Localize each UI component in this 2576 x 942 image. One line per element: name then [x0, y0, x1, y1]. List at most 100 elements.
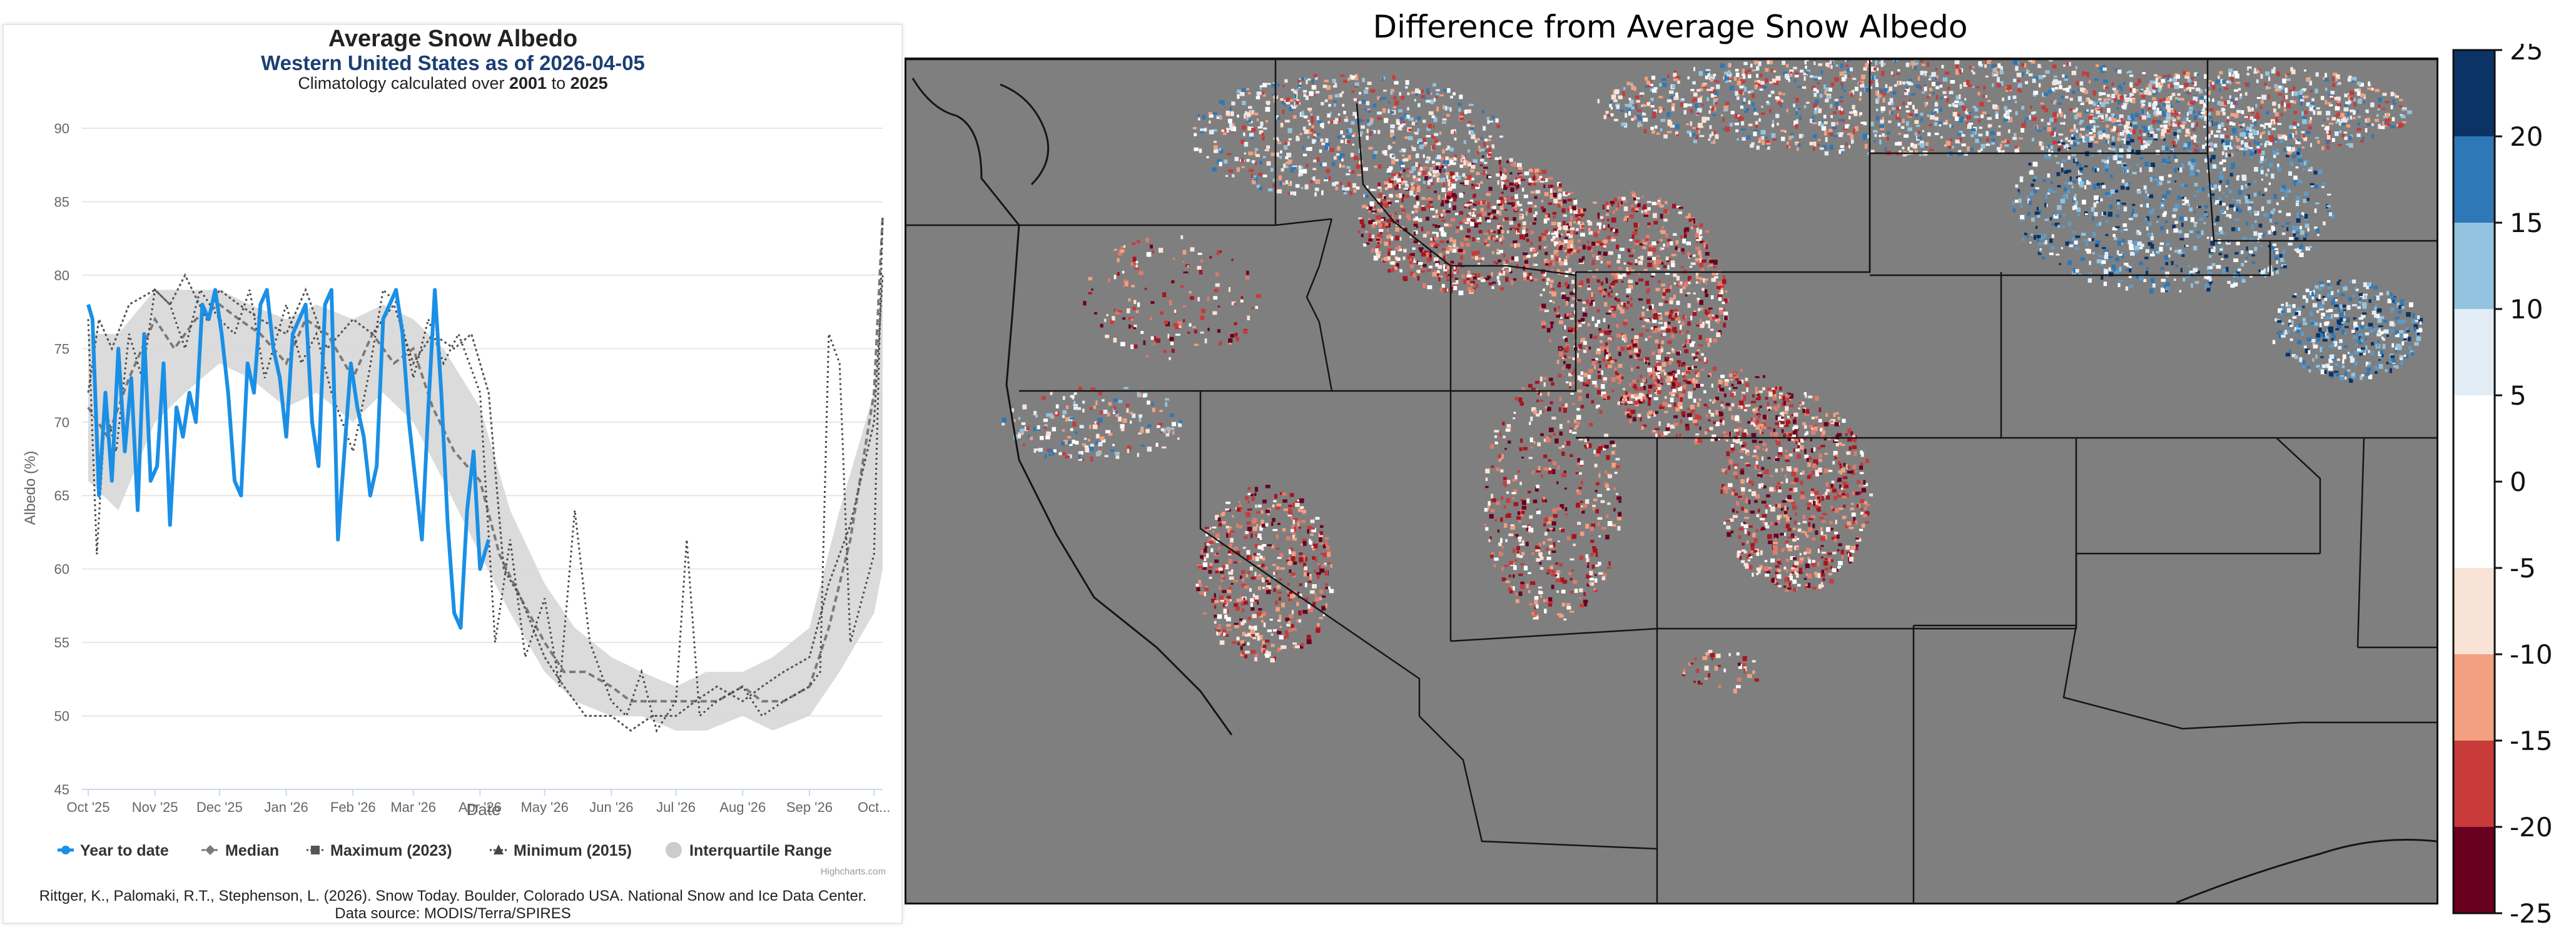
- snow-pixel: [1371, 219, 1375, 224]
- snow-pixel: [1772, 138, 1777, 141]
- snow-pixel: [1858, 491, 1862, 495]
- y-tick-label: 90: [54, 121, 69, 136]
- snow-pixel: [2079, 138, 2082, 141]
- snow-pixel: [1222, 590, 1227, 593]
- snow-pixel: [1570, 215, 1573, 221]
- snow-pixel: [1259, 635, 1263, 640]
- snow-pixel: [1620, 401, 1625, 403]
- snow-pixel: [1670, 124, 1675, 128]
- snow-pixel: [2060, 122, 2065, 124]
- snow-pixel: [1378, 209, 1383, 213]
- snow-pixel: [1670, 328, 1674, 332]
- snow-pixel: [1742, 91, 1745, 96]
- snow-pixel: [1620, 398, 1623, 401]
- snow-pixel: [1478, 230, 1483, 234]
- legend-item-minimum[interactable]: Minimum (2015): [490, 842, 632, 859]
- snow-pixel: [1641, 239, 1645, 243]
- snow-pixel: [1794, 561, 1799, 565]
- snow-pixel: [1833, 496, 1837, 500]
- snow-pixel: [1706, 308, 1711, 313]
- snow-pixel: [1553, 514, 1558, 518]
- snow-pixel: [1466, 214, 1470, 217]
- snow-pixel: [1220, 579, 1224, 582]
- snow-pixel: [2112, 98, 2117, 102]
- snow-pixel: [1254, 654, 1259, 657]
- snow-pixel: [1763, 375, 1766, 378]
- legend-item-maximum[interactable]: Maximum (2023): [307, 842, 452, 859]
- snow-pixel: [1386, 219, 1389, 223]
- snow-pixel: [1421, 252, 1426, 257]
- snow-pixel: [1565, 228, 1568, 234]
- snow-pixel: [1773, 80, 1779, 85]
- snow-pixel: [1968, 123, 1974, 125]
- snow-pixel: [1777, 560, 1781, 564]
- snow-pixel: [1586, 443, 1590, 448]
- snow-pixel: [1923, 71, 1927, 73]
- snow-pixel: [1510, 585, 1513, 589]
- snow-pixel: [1506, 260, 1509, 263]
- snow-pixel: [1434, 261, 1440, 265]
- snow-pixel: [1847, 428, 1852, 433]
- snow-pixel: [1788, 545, 1793, 548]
- snow-pixel: [1731, 383, 1734, 387]
- snow-pixel: [1614, 367, 1617, 372]
- snow-pixel: [1685, 216, 1690, 219]
- snow-pixel: [1220, 513, 1225, 517]
- snow-pixel: [1214, 614, 1218, 618]
- snow-pixel: [1386, 200, 1391, 203]
- snow-pixel: [1514, 177, 1519, 180]
- legend-item-year-to-date[interactable]: Year to date: [58, 842, 169, 859]
- snow-pixel: [1713, 338, 1718, 343]
- snow-pixel: [1628, 255, 1634, 258]
- snow-pixel: [1675, 131, 1678, 136]
- snow-pixel: [1631, 207, 1635, 213]
- snow-pixel: [1689, 266, 1693, 268]
- snow-pixel: [1822, 430, 1825, 435]
- snow-pixel: [1595, 552, 1598, 557]
- snow-pixel: [1778, 486, 1781, 490]
- snow-pixel: [1608, 353, 1611, 357]
- snow-pixel: [2063, 64, 2066, 67]
- snow-pixel: [1301, 643, 1304, 646]
- snow-pixel: [1399, 236, 1402, 241]
- snow-pixel: [1643, 386, 1646, 390]
- snow-pixel: [1908, 83, 1914, 86]
- highcharts-credit[interactable]: Highcharts.com: [821, 866, 886, 877]
- snow-pixel: [1503, 435, 1506, 438]
- snow-pixel: [2119, 114, 2124, 119]
- snow-pixel: [1764, 136, 1768, 139]
- snow-pixel: [1648, 400, 1651, 405]
- snow-pixel: [1841, 108, 1843, 111]
- snow-pixel: [1384, 185, 1390, 187]
- snow-pixel: [2032, 78, 2036, 83]
- snow-pixel: [1651, 248, 1656, 253]
- snow-pixel: [1545, 499, 1548, 503]
- snow-pixel: [1775, 386, 1778, 390]
- snow-pixel: [1635, 281, 1638, 285]
- snow-pixel: [1737, 550, 1742, 554]
- snow-pixel: [2052, 112, 2057, 118]
- snow-pixel: [1427, 285, 1433, 290]
- snow-pixel: [2168, 84, 2171, 88]
- snow-pixel: [1863, 138, 1866, 141]
- snow-pixel: [1491, 509, 1495, 513]
- snow-pixel: [1530, 231, 1534, 235]
- snow-pixel: [1803, 392, 1807, 395]
- snow-pixel: [1607, 292, 1611, 296]
- snow-pixel: [1564, 259, 1568, 263]
- snow-pixel: [1476, 171, 1480, 175]
- snow-pixel: [1839, 132, 1843, 135]
- snow-pixel: [1544, 310, 1549, 312]
- legend-item-median[interactable]: Median: [201, 842, 279, 859]
- snow-pixel: [1732, 515, 1738, 519]
- snow-pixel: [1528, 178, 1531, 181]
- legend-item-iqr[interactable]: Interquartile Range: [666, 842, 832, 859]
- snow-pixel: [1665, 396, 1667, 399]
- snow-pixel: [1929, 148, 1934, 151]
- snow-pixel: [1689, 132, 1692, 137]
- snow-pixel: [2000, 66, 2003, 71]
- snow-pixel: [1869, 62, 1872, 64]
- snow-pixel: [1265, 509, 1270, 514]
- snow-pixel: [1722, 405, 1725, 409]
- snow-pixel: [2134, 83, 2139, 86]
